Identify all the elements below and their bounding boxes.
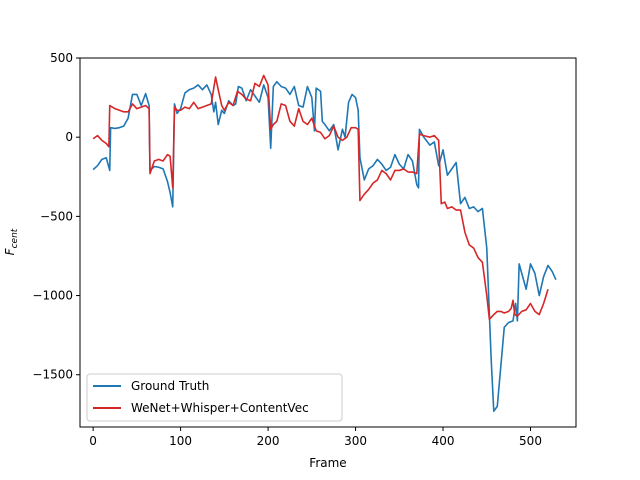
y-tick-label: −500 bbox=[40, 209, 73, 223]
series-layer bbox=[92, 74, 557, 412]
y-axis-label: Fcent bbox=[3, 228, 20, 255]
y-axis-label-subscript: cent bbox=[10, 228, 20, 248]
legend-label-ground-truth: Ground Truth bbox=[131, 379, 209, 393]
y-tick-label: −1500 bbox=[32, 368, 73, 382]
x-axis-label: Frame bbox=[309, 456, 346, 470]
x-tick-label: 0 bbox=[89, 434, 97, 448]
plot-frame bbox=[79, 57, 577, 428]
y-tick-label: −1000 bbox=[32, 289, 73, 303]
legend: Ground Truth WeNet+Whisper+ContentVec bbox=[86, 373, 343, 422]
series-line-ground-truth bbox=[92, 80, 557, 412]
y-axis: 500 0 −500 −1000 −1500 bbox=[32, 51, 80, 382]
x-tick-label: 100 bbox=[169, 434, 192, 448]
x-tick-label: 300 bbox=[344, 434, 367, 448]
legend-box bbox=[86, 373, 343, 422]
y-axis-label-main: F bbox=[3, 247, 17, 255]
series-line-wenet-whisper-contentvec bbox=[92, 74, 549, 321]
x-tick-label: 200 bbox=[257, 434, 280, 448]
y-tick-label: 0 bbox=[65, 130, 73, 144]
x-axis: 0 100 200 300 400 500 bbox=[89, 427, 542, 448]
y-tick-label: 500 bbox=[50, 51, 73, 65]
legend-label-wenet: WeNet+Whisper+ContentVec bbox=[131, 401, 309, 415]
x-tick-label: 400 bbox=[432, 434, 455, 448]
x-tick-label: 500 bbox=[519, 434, 542, 448]
plot-area bbox=[92, 74, 557, 412]
